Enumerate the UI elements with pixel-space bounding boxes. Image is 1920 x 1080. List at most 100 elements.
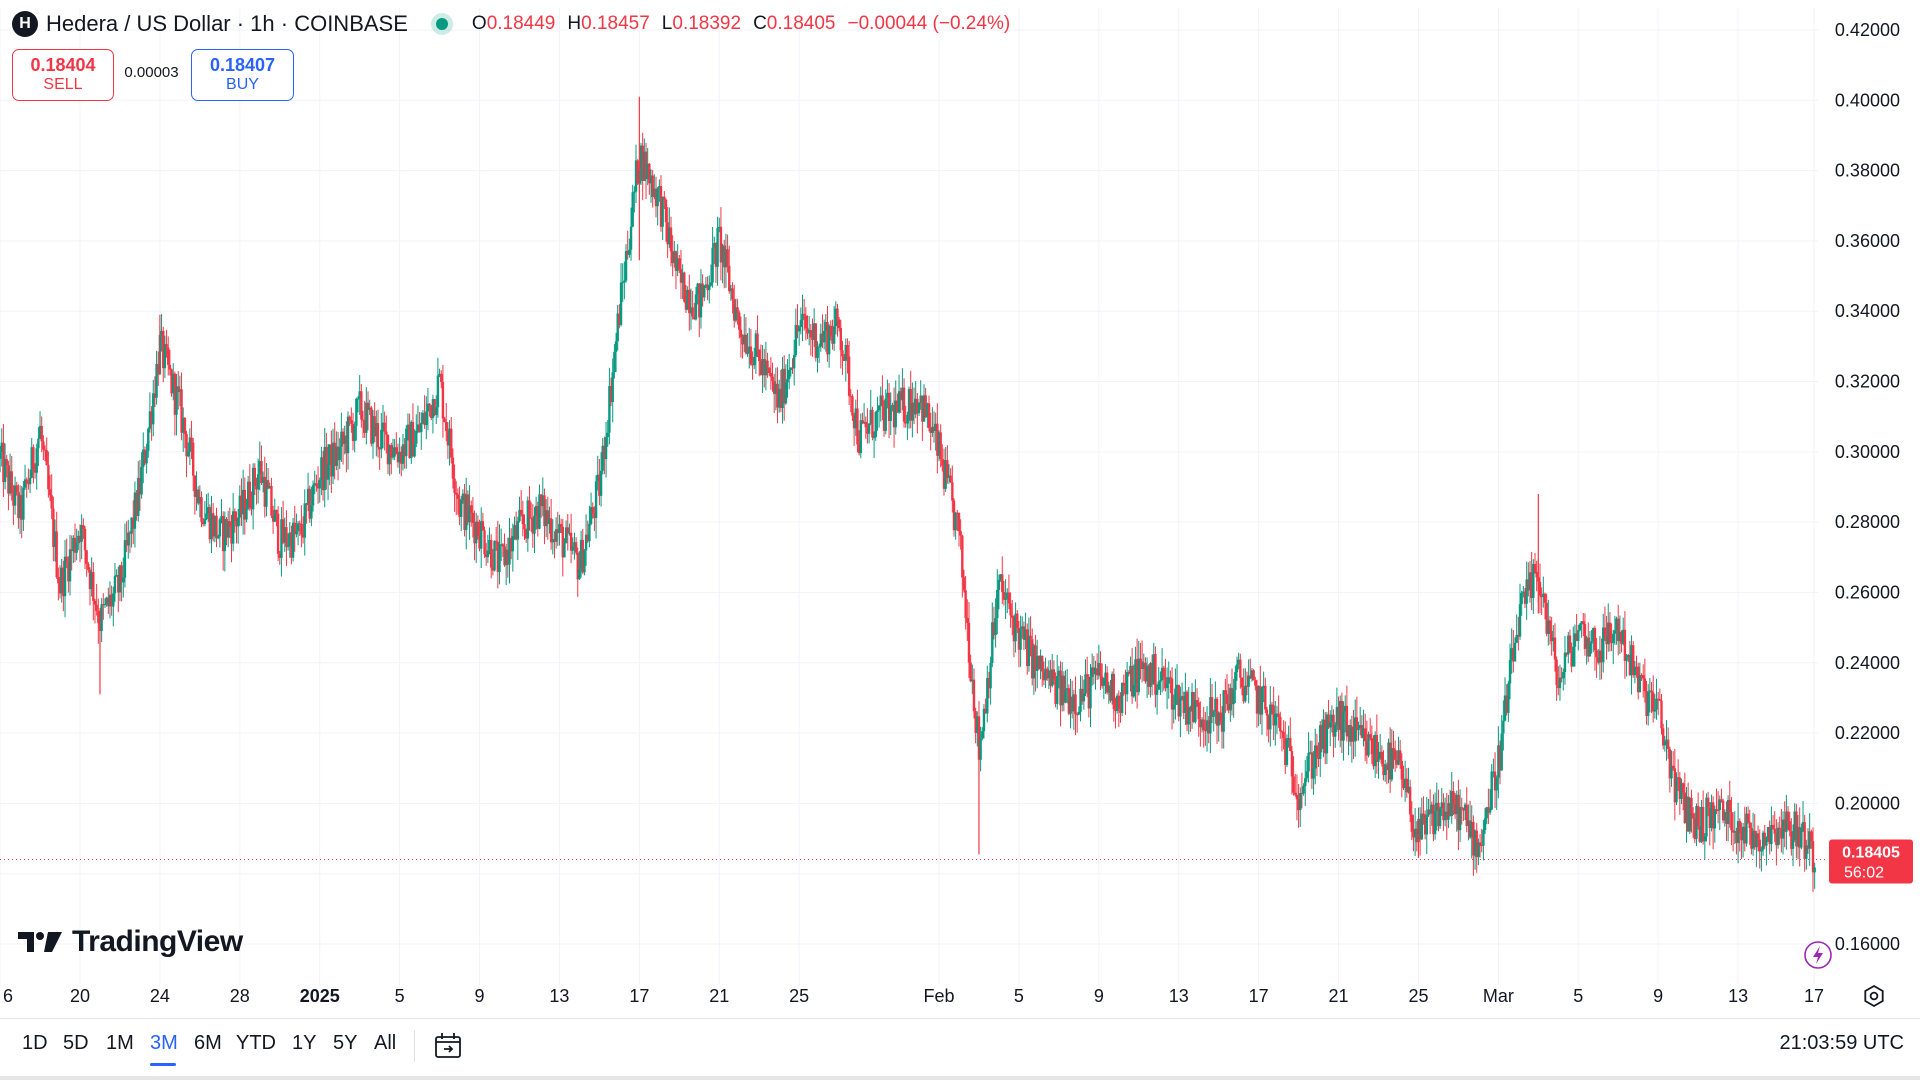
candle-body [779, 388, 783, 408]
candle-body [586, 534, 589, 542]
candle-body [1507, 683, 1510, 713]
candle-body [411, 421, 415, 457]
range-button-1d[interactable]: 1D [22, 1032, 48, 1054]
time-axis-tick: 25 [789, 986, 809, 1006]
range-button-all[interactable]: All [374, 1032, 397, 1054]
candle-body [488, 539, 491, 551]
time-axis-tick: 9 [1094, 986, 1104, 1006]
candle-body [774, 383, 778, 394]
candle-body [571, 546, 574, 551]
range-button-6m[interactable]: 6M [194, 1032, 222, 1054]
range-button-5y[interactable]: 5Y [333, 1032, 358, 1054]
candle-body [1655, 698, 1658, 710]
candle-body [792, 354, 796, 369]
candle-body [836, 308, 839, 320]
active-range-indicator [150, 1063, 176, 1066]
candle-body [148, 411, 152, 429]
price-axis-tick: 0.24000 [1835, 653, 1900, 673]
candle-body [1026, 629, 1029, 667]
candle-body [761, 359, 764, 375]
price-axis[interactable]: 0.160000.180000.200000.220000.240000.260… [1835, 20, 1900, 954]
candle-body [1122, 682, 1125, 686]
price-chart[interactable]: 0.160000.180000.200000.220000.240000.260… [0, 0, 1920, 1018]
candle-body [75, 543, 78, 553]
utc-clock[interactable]: 21:03:59 UTC [1779, 1032, 1904, 1054]
candle-body [726, 249, 729, 266]
candle-body [52, 508, 55, 547]
candle-body [666, 222, 669, 245]
candle-body [40, 425, 43, 442]
range-button-5d[interactable]: 5D [63, 1032, 89, 1054]
candle-body [117, 575, 120, 593]
candle-body [173, 373, 177, 415]
candle-body [1658, 699, 1662, 701]
candle-body [1001, 574, 1004, 592]
candle-body [1114, 708, 1117, 712]
candle-body [879, 395, 882, 406]
candle-body [1347, 725, 1350, 737]
candle-body [87, 563, 90, 570]
candle-body [683, 272, 686, 302]
candle-body [569, 532, 573, 551]
range-button-1y[interactable]: 1Y [292, 1032, 317, 1054]
candle-body [466, 494, 470, 523]
candle-body [862, 422, 866, 424]
range-button-3m[interactable]: 3M [150, 1032, 178, 1054]
candle-body [221, 516, 225, 552]
candle-body [1743, 826, 1746, 844]
candle-body [839, 328, 842, 351]
candle-body [748, 346, 751, 353]
calendar-range-icon[interactable] [432, 1030, 464, 1062]
candle-body [1617, 618, 1620, 642]
candle-body [1172, 704, 1175, 710]
horizontal-scrollbar[interactable] [0, 1076, 1920, 1080]
candle-body [1150, 663, 1154, 685]
tradingview-logo[interactable]: TradingView [18, 925, 243, 959]
candle-body [1262, 685, 1265, 689]
candle-body [105, 597, 108, 605]
lightning-icon[interactable] [1803, 940, 1833, 970]
candle-body [1497, 745, 1500, 778]
market-status-icon[interactable] [435, 18, 448, 30]
candle-body [568, 532, 571, 534]
candle-body [1051, 669, 1054, 686]
time-axis[interactable]: 6 20 24 28 2025 5 9 13 17 21 25 Feb 5 9 13 17 21 25 Mar 5 9 1… [3, 986, 1824, 1006]
candle-body [1392, 748, 1395, 750]
candle-body [1225, 694, 1229, 705]
candle-body [1653, 709, 1657, 712]
candle-body [1224, 690, 1227, 695]
candle-body [768, 367, 771, 374]
candle-body [1324, 719, 1327, 754]
candle-body [351, 423, 355, 442]
candle-body [1099, 663, 1102, 677]
candle-body [1012, 617, 1016, 642]
buy-button[interactable]: 0.18407 BUY [191, 49, 294, 101]
candle-body [606, 432, 609, 438]
candle-body [55, 531, 58, 578]
symbol-title[interactable]: Hedera / US Dollar · 1h · COINBASE [46, 11, 408, 36]
range-button-1m[interactable]: 1M [106, 1032, 134, 1054]
candle-body [1640, 675, 1643, 677]
sell-button[interactable]: 0.18404 SELL [12, 49, 114, 101]
candle-body [1021, 626, 1024, 630]
candle-body [777, 388, 781, 408]
candle-body [856, 408, 859, 445]
candle-body [658, 186, 661, 189]
symbol-legend[interactable]: H Hedera / US Dollar · 1h · COINBASE O0.… [12, 10, 1010, 38]
price-axis-tick: 0.38000 [1835, 161, 1900, 181]
candle-body [1408, 786, 1412, 815]
candle-body [1527, 579, 1530, 591]
candle-series [0, 96, 1816, 892]
candle-body [842, 356, 846, 361]
time-axis-tick: 6 [3, 986, 13, 1006]
candle-body [263, 476, 266, 507]
gear-icon[interactable] [1862, 984, 1886, 1008]
candle-body [1304, 778, 1307, 787]
range-button-ytd[interactable]: YTD [236, 1032, 276, 1054]
time-axis-tick: 25 [1408, 986, 1428, 1006]
candle-body [1207, 720, 1210, 734]
candle-body [827, 325, 831, 355]
candle-body [401, 444, 405, 464]
candle-body [966, 617, 969, 623]
candle-body [1117, 695, 1121, 709]
